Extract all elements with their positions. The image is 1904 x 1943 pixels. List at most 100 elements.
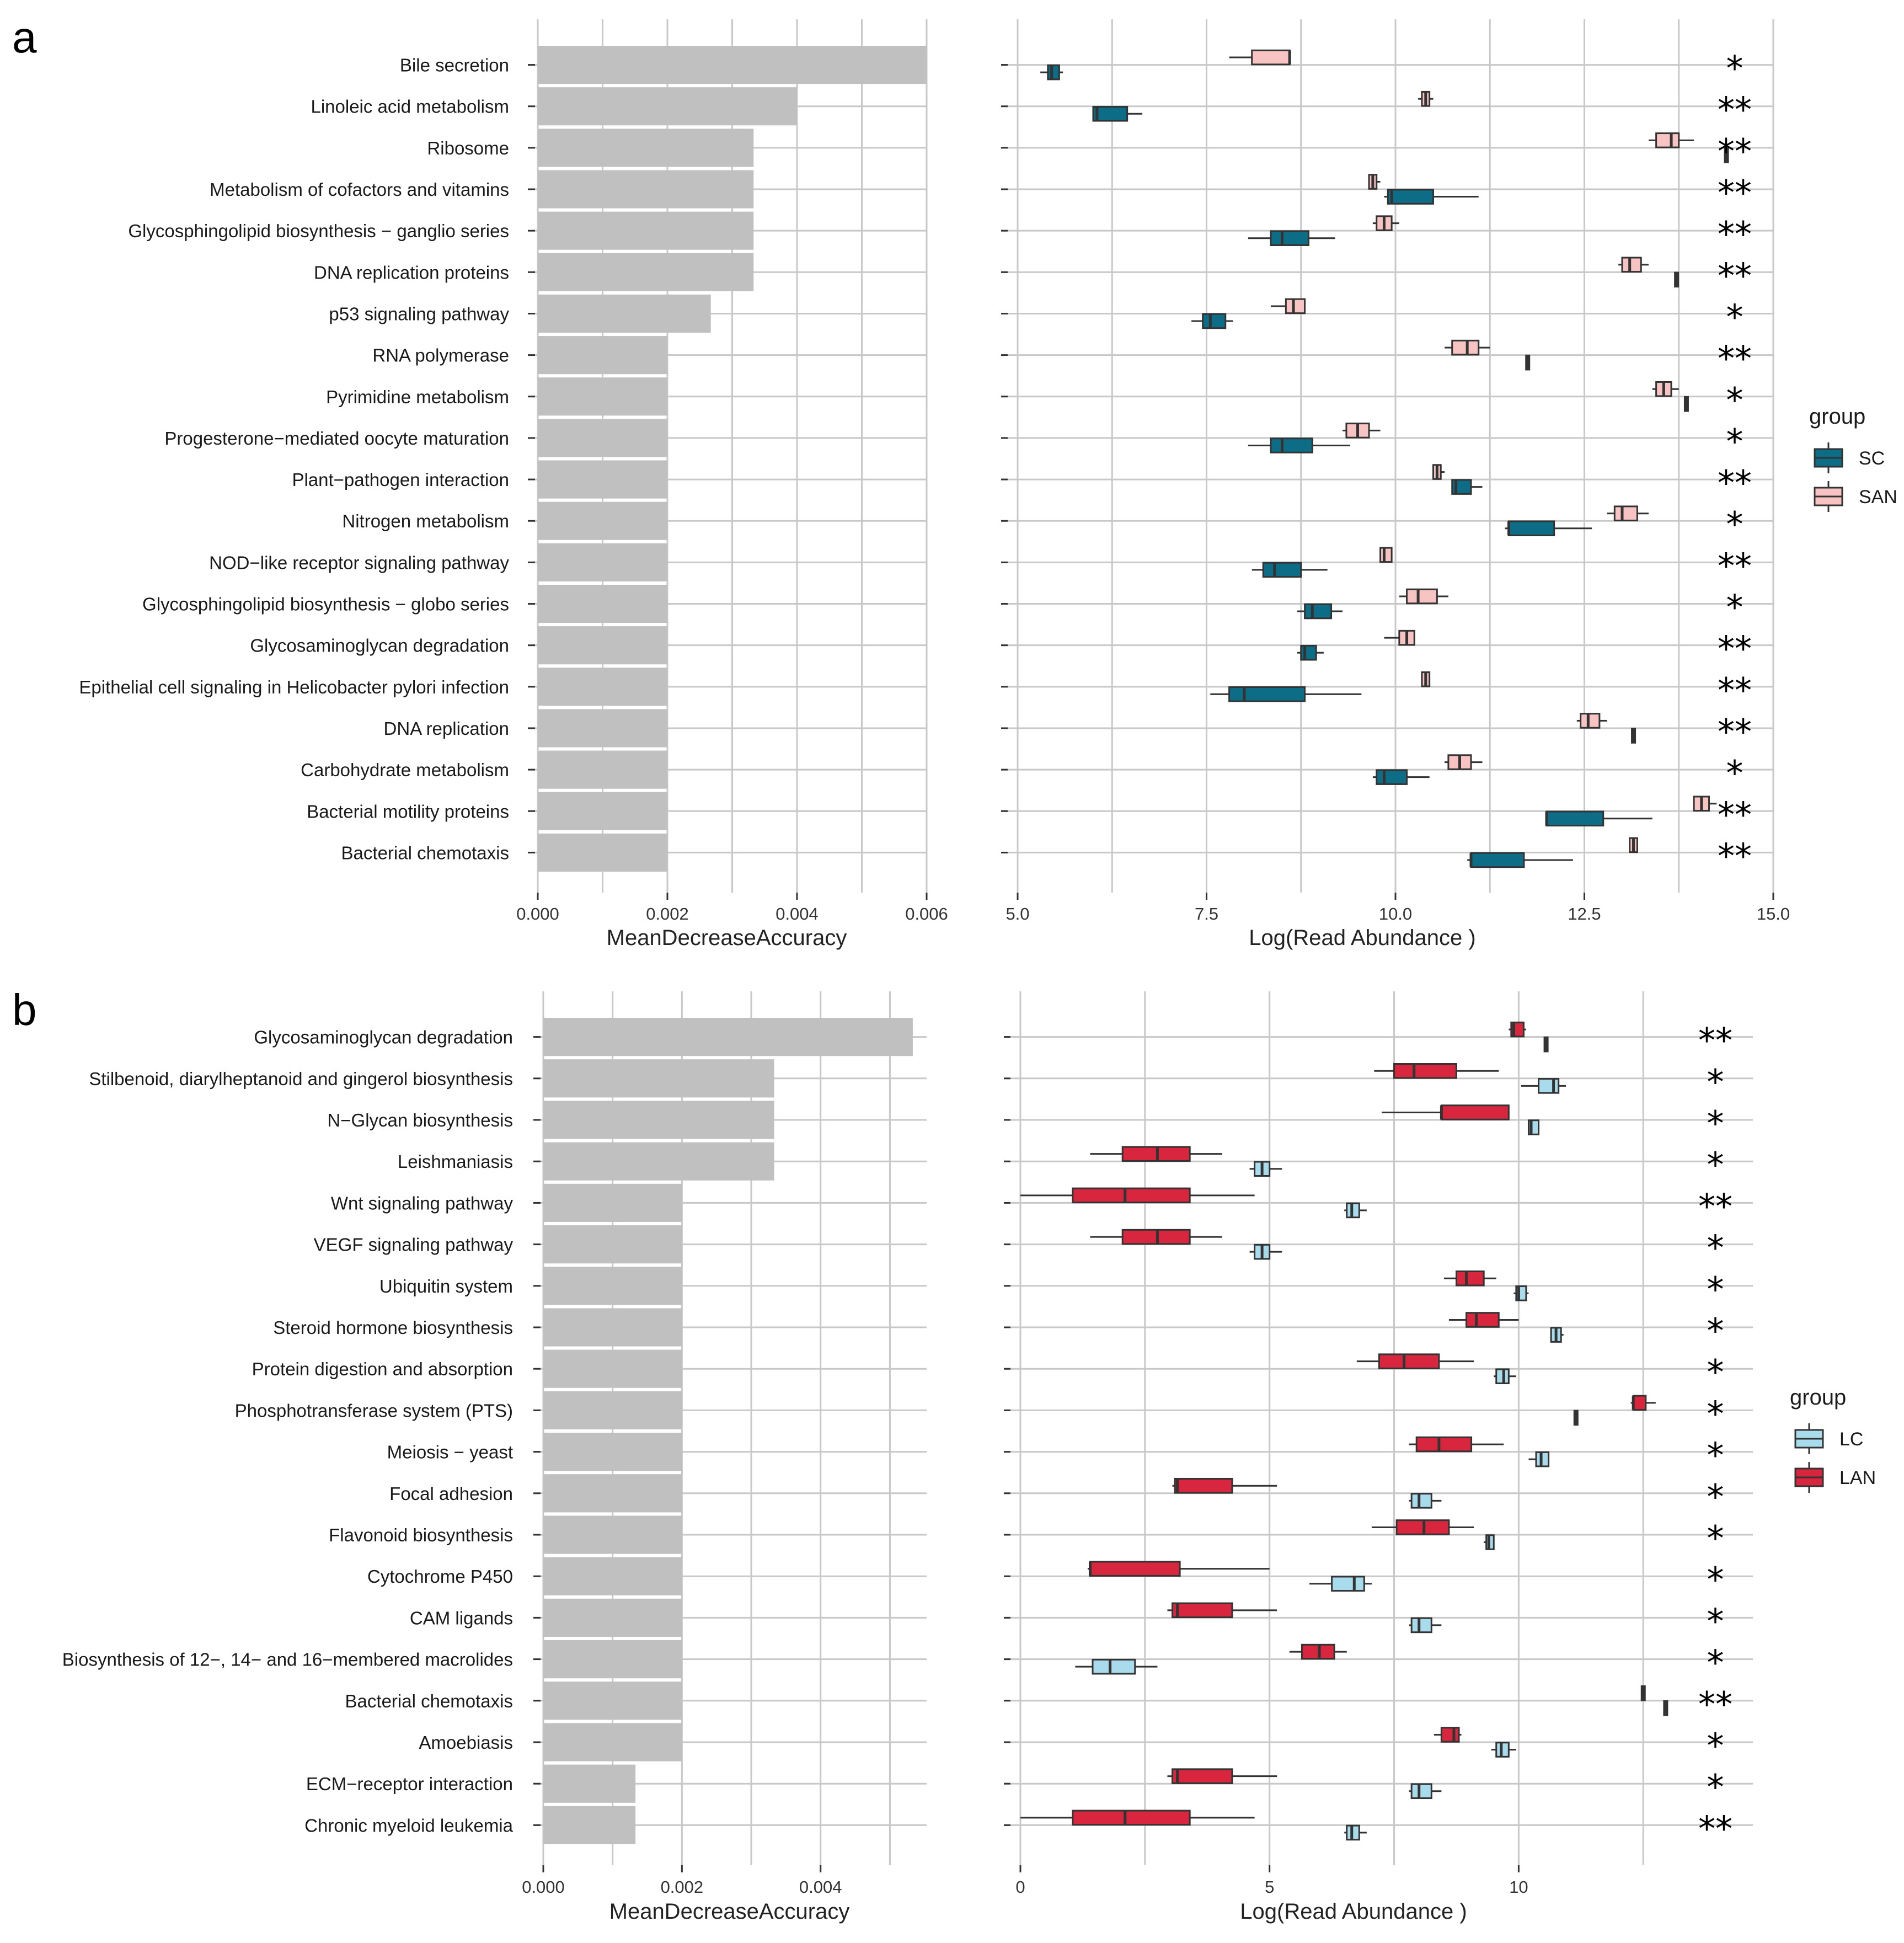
category-label: Chronic myeloid leukemia [304,1815,513,1835]
significance-marker: * [1707,1477,1724,1517]
significance-marker: ** [1718,339,1752,379]
legend-label: SC [1859,448,1885,469]
boxplot-sc [1092,105,1143,122]
x-tick-label: 0.004 [775,904,819,924]
box [1378,1353,1440,1369]
boxplot-lc [1550,1327,1564,1343]
bar [538,419,667,457]
x-tick-label: 15.0 [1757,904,1790,924]
box [1270,230,1309,246]
x-tick-label: 0.000 [522,1877,565,1897]
bar [538,584,667,623]
bar-panel-a: Bile secretion Linoleic acid metabolism Ri… [79,19,948,950]
bar [543,1682,682,1720]
boxplot-lc [1344,1824,1367,1841]
boxplot-san [1379,547,1393,563]
boxplot-san [1607,505,1649,521]
box [1632,1395,1647,1411]
boxplot-lan [1090,1146,1222,1162]
boxplot-sc [1297,603,1343,620]
boxplot-lan [1167,1602,1277,1619]
legend-label: LC [1839,1429,1863,1450]
box [1440,1104,1510,1120]
significance-marker: ** [1718,546,1752,586]
category-label: Stilbenoid, diarylheptanoid and gingerol… [89,1069,513,1089]
boxplot-sc [1631,728,1636,744]
x-tick-label: 12.5 [1568,904,1601,924]
bar [543,1225,682,1264]
box [1092,1658,1136,1675]
significance-marker: * [1726,49,1743,89]
box [1172,1602,1233,1619]
legend-entry: SC [1814,442,1885,473]
box [1613,505,1638,521]
boxplot-san [1399,588,1448,605]
significance-marker: ** [1718,255,1752,296]
boxplot-sc [1451,479,1483,495]
boxplot-lan [1020,1809,1255,1826]
boxplot-sc [1505,520,1592,537]
x-tick-label: 5 [1265,1877,1274,1897]
category-label: Meiosis − yeast [387,1442,513,1462]
category-label: VEGF signaling pathway [314,1235,514,1255]
box [1228,686,1306,702]
bar [538,460,667,499]
box [1415,1436,1473,1453]
boxplot-san [1693,796,1717,812]
category-label: Ribosome [427,138,509,158]
bar [538,170,754,209]
boxplot-sc [1248,437,1350,453]
legend-label: SAN [1859,487,1897,508]
category-label: Plant−pathogen interaction [292,469,509,490]
box [1451,339,1480,356]
boxplot-lan [1381,1104,1510,1120]
boxplot-sc [1210,686,1362,702]
x-tick-label: 0.002 [661,1877,704,1897]
bar [543,1557,682,1595]
x-tick-label: 0.002 [646,904,689,924]
category-label: Ubiquitin system [379,1276,513,1296]
boxplot-san [1618,257,1649,273]
boxplot-lan [1443,1270,1496,1287]
significance-marker: * [1707,1062,1724,1102]
boxplot-sc [1545,810,1652,827]
bar [543,1142,774,1181]
boxplot-lc [1249,1161,1282,1177]
boxplot-sc [1191,313,1233,329]
legend-entry: LAN [1794,1462,1876,1493]
boxplot-lan [1020,1187,1255,1204]
significance-marker: * [1707,1518,1724,1558]
boxplot-lc [1573,1410,1579,1426]
bar [543,1806,636,1844]
bar [543,1183,682,1222]
bar-panel-b: Glycosaminoglycan degradation Stilbenoid,… [62,991,927,1924]
boxplot-lc [1491,1742,1516,1758]
category-label: Glycosaminoglycan degradation [250,636,509,656]
box [1262,562,1302,578]
category-label: Epithelial cell signaling in Helicobacte… [79,677,509,697]
boxplot-lan [1509,1021,1526,1038]
boxplot-lan [1356,1353,1474,1369]
category-label: CAM ligands [410,1608,513,1628]
panel-label-a: a [12,13,37,62]
box [1455,1270,1485,1287]
boxplot-lc [1409,1617,1442,1634]
box [1072,1187,1191,1204]
significance-marker: ** [1718,629,1752,669]
box [1545,810,1605,827]
significance-marker: * [1707,1643,1724,1683]
category-label: N−Glycan biosynthesis [327,1110,513,1130]
boxplot-lan [1167,1768,1277,1784]
box [1393,1063,1457,1079]
x-axis-title: Log(Read Abundance ) [1249,926,1475,950]
box [1202,313,1227,329]
x-tick-label: 7.5 [1195,904,1218,924]
boxplot-sc [1297,644,1324,661]
x-axis-title: MeanDecreaseAccuracy [607,926,847,950]
bar [543,1349,682,1388]
boxplot-san [1648,132,1694,148]
box [1304,603,1333,620]
category-label: Glycosphingolipid biosynthesis − ganglio… [128,221,509,241]
category-label: Bacterial motility proteins [307,801,509,821]
